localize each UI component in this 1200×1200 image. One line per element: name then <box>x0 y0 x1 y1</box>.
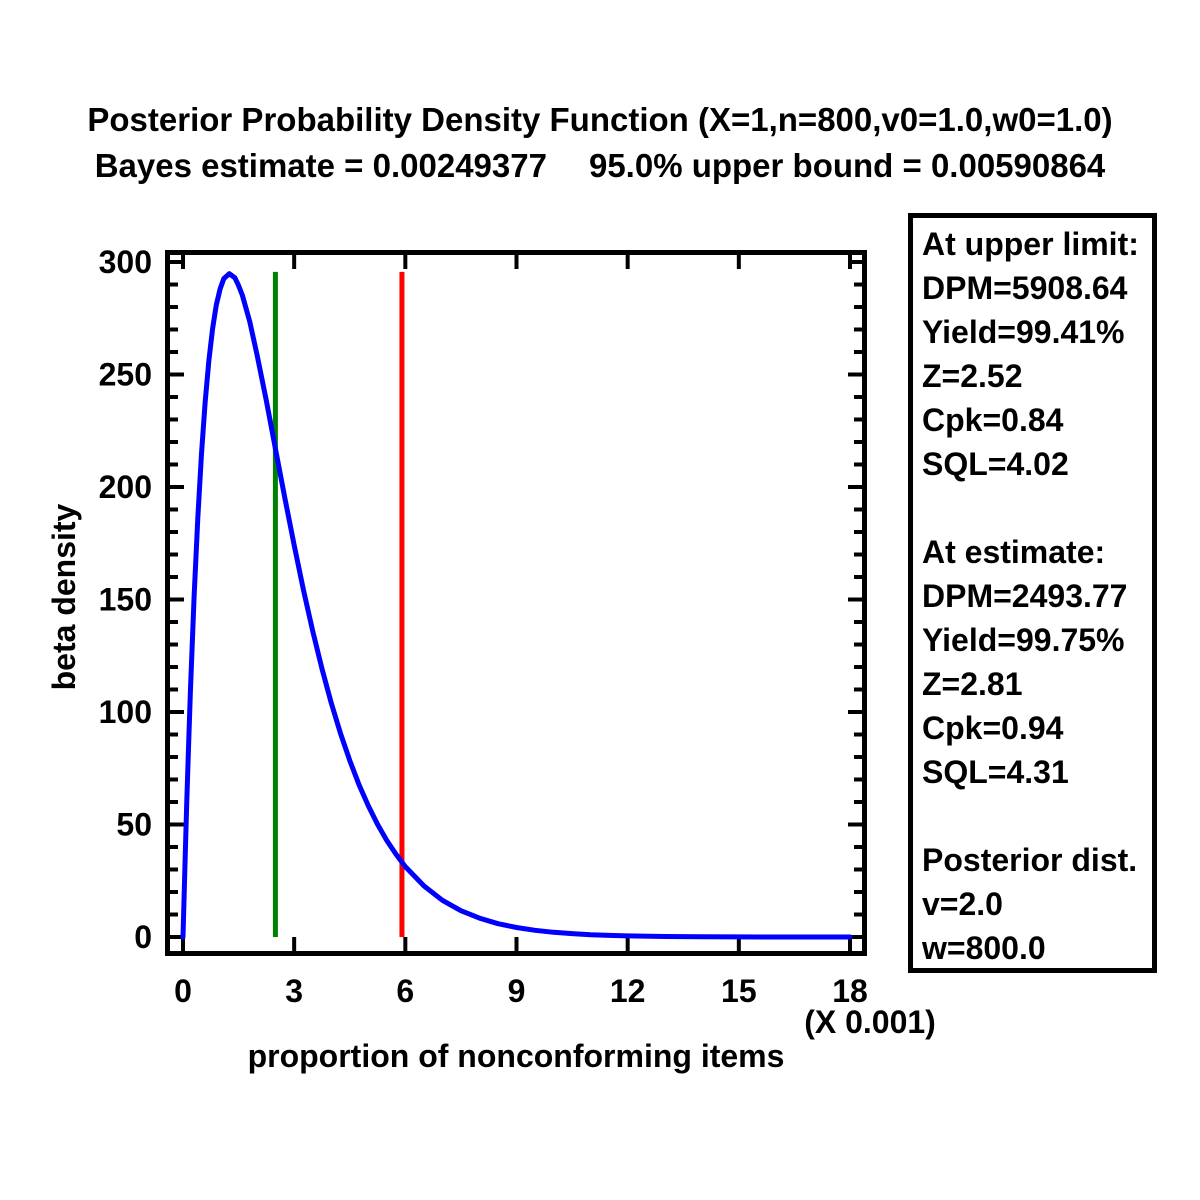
plot-area: 0 50 100 150 200 250 300 0 3 6 9 12 15 18 <box>99 244 868 1009</box>
y-tick-label: 250 <box>99 357 152 393</box>
info-line: Z=2.52 <box>922 358 1023 394</box>
info-line: Yield=99.41% <box>922 314 1125 350</box>
y-tick-label: 150 <box>99 582 152 618</box>
x-scale-note: (X 0.001) <box>804 1004 936 1040</box>
x-tick-label: 9 <box>508 973 526 1009</box>
info-section-title: At estimate: <box>922 534 1106 570</box>
x-tick-label: 18 <box>832 973 868 1009</box>
info-line: SQL=4.31 <box>922 754 1069 790</box>
upper-bound-text: 95.0% upper bound = 0.00590864 <box>588 147 1106 184</box>
header: Posterior Probability Density Function (… <box>0 97 1200 189</box>
info-section-1: At upper limit: DPM=5908.64 Yield=99.41% Z=… <box>922 222 1152 486</box>
x-tick-label: 12 <box>610 973 646 1009</box>
info-section-title: At upper limit: <box>922 226 1139 262</box>
x-tick-label: 0 <box>174 973 192 1009</box>
y-tick-label: 100 <box>99 694 152 730</box>
bayes-estimate-text: Bayes estimate = 0.00249377 <box>94 147 547 184</box>
y-axis-title: beta density <box>46 503 82 690</box>
y-tick-label: 50 <box>116 807 152 843</box>
x-tick-label: 3 <box>285 973 303 1009</box>
info-line: DPM=5908.64 <box>922 270 1128 306</box>
info-line: SQL=4.02 <box>922 446 1069 482</box>
info-line: Yield=99.75% <box>922 622 1125 658</box>
x-axis-title: proportion of nonconforming items <box>248 1038 785 1074</box>
info-box: At upper limit: DPM=5908.64 Yield=99.41% Z=… <box>908 213 1157 973</box>
info-section-2: At estimate: DPM=2493.77 Yield=99.75% Z=2.8… <box>922 530 1152 794</box>
info-line: v=2.0 <box>922 886 1003 922</box>
density-curve <box>180 271 853 940</box>
plot-frame <box>165 250 867 956</box>
chart-title: Posterior Probability Density Function (… <box>87 101 1113 138</box>
y-tick-label: 200 <box>99 469 152 505</box>
info-line: DPM=2493.77 <box>922 578 1128 614</box>
info-line: Cpk=0.94 <box>922 710 1064 746</box>
x-tick-label: 15 <box>721 973 757 1009</box>
y-tick-label: 300 <box>99 244 152 280</box>
info-line: Z=2.81 <box>922 666 1023 702</box>
x-tick-label: 6 <box>396 973 414 1009</box>
info-section-3: Posterior dist. v=2.0 w=800.0 <box>922 838 1152 970</box>
info-line: Cpk=0.84 <box>922 402 1064 438</box>
info-section-title: Posterior dist. <box>922 842 1138 878</box>
y-tick-label: 0 <box>134 919 152 955</box>
info-line: w=800.0 <box>922 930 1046 966</box>
chart-subtitle: Bayes estimate = 0.00249377 95.0% upper b… <box>0 143 1200 189</box>
